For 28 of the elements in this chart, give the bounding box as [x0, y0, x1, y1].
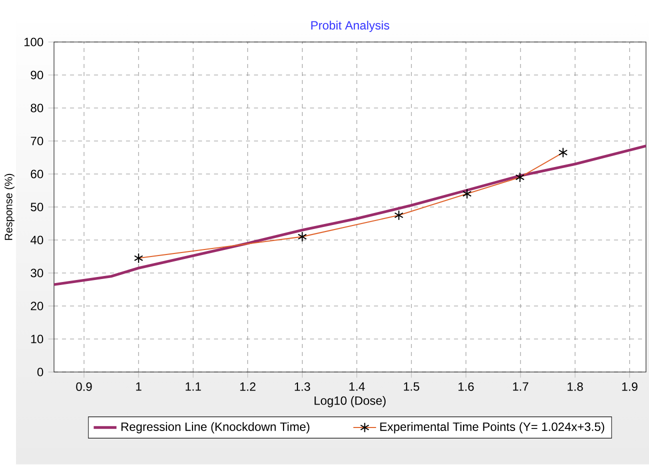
y-tick-label: 20 — [30, 302, 44, 310]
x-axis-title: Log10 (Dose) — [314, 396, 386, 408]
y-tick-label: 30 — [30, 268, 44, 278]
x-tick-label: 1.4 — [349, 382, 365, 391]
y-tick-label: 40 — [30, 236, 44, 244]
x-tick-label: 1.1 — [186, 382, 201, 391]
y-tick-label: 90 — [30, 70, 44, 80]
y-tick-label: 100 — [24, 38, 44, 46]
x-tick-label: 1 — [136, 382, 142, 391]
x-tick-label: 1.2 — [240, 382, 256, 391]
legend-label: Regression Line (Knockdown Time) — [121, 422, 310, 434]
x-tick-label: 1.3 — [294, 382, 310, 391]
y-tick-label: 70 — [30, 136, 44, 146]
line-series — [54, 144, 646, 286]
chart-title: Probit Analysis — [311, 20, 390, 32]
x-tick-label: 0.9 — [76, 382, 92, 391]
x-tick-label: 1.8 — [568, 382, 583, 391]
y-tick-label: 10 — [31, 334, 44, 344]
x-tick-label: 1.9 — [622, 382, 638, 391]
y-tick-label: 0 — [37, 368, 44, 376]
y-tick-label: 50 — [30, 202, 44, 212]
x-tick-label: 1.7 — [513, 382, 528, 391]
y-tick-label: 80 — [30, 104, 44, 112]
x-tick-label: 1.5 — [404, 382, 420, 391]
y-tick-label: 60 — [30, 170, 44, 178]
x-tick-label: 1.6 — [458, 382, 474, 391]
legend-label: Experimental Time Points (Y= 1.024x+3.5) — [380, 422, 604, 434]
y-axis-title: Response (%) — [4, 174, 14, 240]
